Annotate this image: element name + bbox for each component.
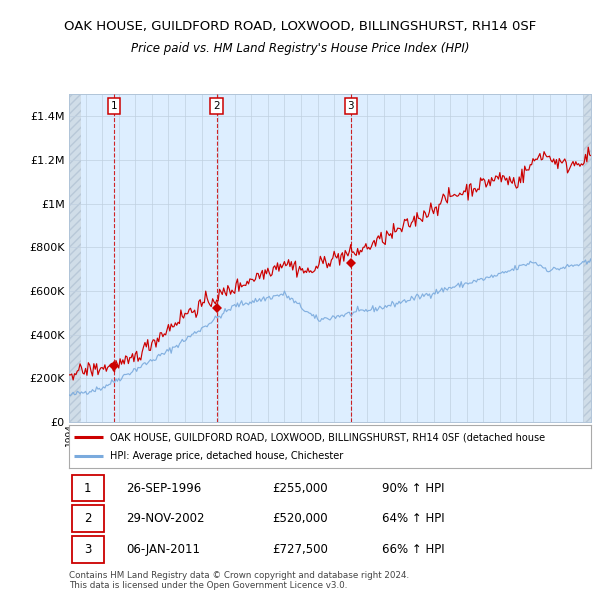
Text: 06-JAN-2011: 06-JAN-2011: [127, 543, 200, 556]
Text: £727,500: £727,500: [272, 543, 328, 556]
Text: £255,000: £255,000: [272, 481, 328, 494]
FancyBboxPatch shape: [71, 474, 104, 502]
Text: 3: 3: [347, 101, 354, 111]
Text: 1: 1: [111, 101, 118, 111]
Text: 64% ↑ HPI: 64% ↑ HPI: [382, 512, 445, 525]
FancyBboxPatch shape: [71, 536, 104, 563]
Text: OAK HOUSE, GUILDFORD ROAD, LOXWOOD, BILLINGSHURST, RH14 0SF: OAK HOUSE, GUILDFORD ROAD, LOXWOOD, BILL…: [64, 20, 536, 33]
Text: 90% ↑ HPI: 90% ↑ HPI: [382, 481, 445, 494]
Bar: [69, 94, 80, 422]
Text: 2: 2: [214, 101, 220, 111]
Text: 1: 1: [84, 481, 92, 494]
Text: Contains HM Land Registry data © Crown copyright and database right 2024.: Contains HM Land Registry data © Crown c…: [69, 571, 409, 580]
Text: 3: 3: [84, 543, 91, 556]
Text: Price paid vs. HM Land Registry's House Price Index (HPI): Price paid vs. HM Land Registry's House …: [131, 42, 469, 55]
Text: 29-NOV-2002: 29-NOV-2002: [127, 512, 205, 525]
Bar: [583, 94, 591, 422]
Text: HPI: Average price, detached house, Chichester: HPI: Average price, detached house, Chic…: [110, 451, 343, 461]
FancyBboxPatch shape: [71, 505, 104, 532]
Text: OAK HOUSE, GUILDFORD ROAD, LOXWOOD, BILLINGSHURST, RH14 0SF (detached house: OAK HOUSE, GUILDFORD ROAD, LOXWOOD, BILL…: [110, 432, 545, 442]
Text: 2: 2: [84, 512, 92, 525]
Text: £520,000: £520,000: [272, 512, 328, 525]
Text: 26-SEP-1996: 26-SEP-1996: [127, 481, 202, 494]
Text: 66% ↑ HPI: 66% ↑ HPI: [382, 543, 445, 556]
Text: This data is licensed under the Open Government Licence v3.0.: This data is licensed under the Open Gov…: [69, 581, 347, 590]
